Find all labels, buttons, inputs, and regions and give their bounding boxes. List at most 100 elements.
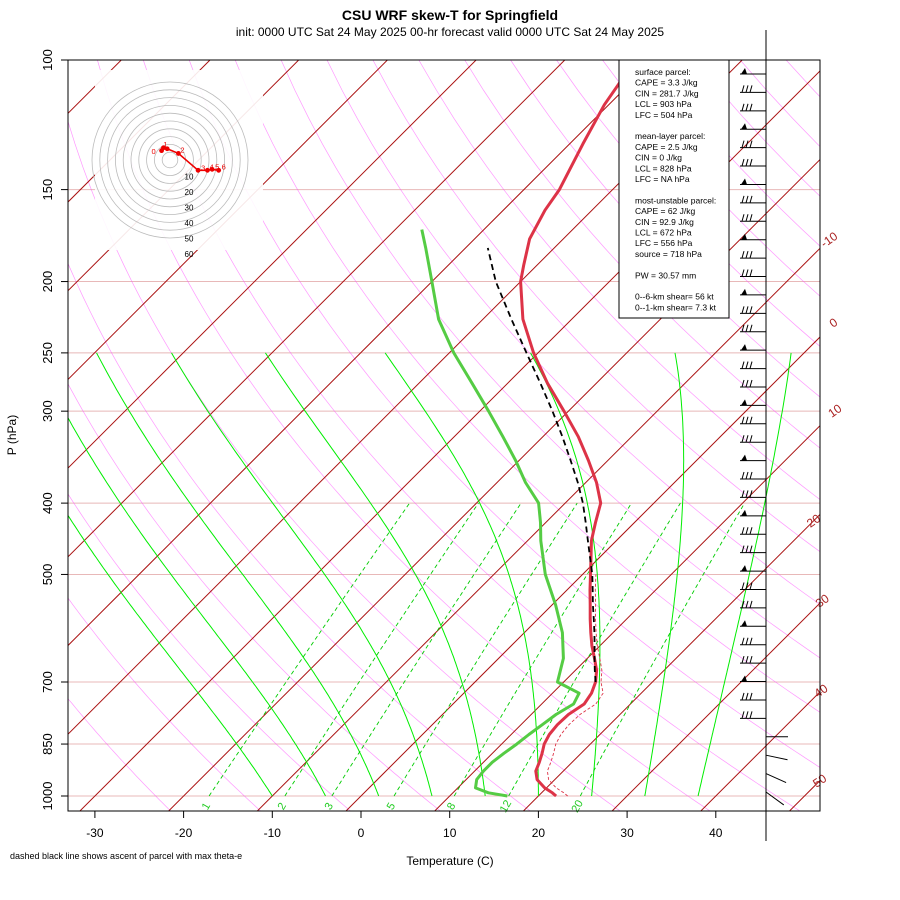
- info-box-line: CIN = 281.7 J/kg: [635, 88, 699, 98]
- wind-barb: [740, 655, 766, 664]
- hodograph-ring-label: 10: [185, 173, 194, 182]
- hodograph-ring: [122, 112, 218, 208]
- wind-barb-feather: [745, 361, 749, 369]
- isotherm-line: [256, 247, 820, 811]
- wind-barb: [740, 344, 766, 351]
- wind-barb: [740, 416, 766, 425]
- moist-adiabat: [68, 416, 326, 797]
- hodograph-point-label: 0: [151, 147, 155, 156]
- wind-barb: [765, 791, 785, 806]
- wind-barb-feather: [745, 490, 749, 498]
- wind-barb: [740, 103, 766, 112]
- mixing-ratio-line: [579, 502, 745, 797]
- wind-barb-feather: [741, 85, 745, 93]
- wind-barb-feather: [741, 250, 745, 259]
- mixing-ratio-label: 5: [385, 801, 398, 812]
- dry-adiabat: [280, 60, 820, 659]
- isotherm-line: [0, 26, 66, 811]
- moist-adiabat: [68, 514, 273, 797]
- wind-barb-feather: [741, 361, 745, 369]
- wind-barb: [740, 288, 766, 296]
- isotherm-line: [68, 60, 655, 647]
- isotherm-line: [68, 60, 477, 469]
- wind-barb-feather: [745, 600, 749, 609]
- dry-adiabat: [739, 60, 820, 148]
- hodograph-point: [161, 145, 166, 151]
- wind-barb-feather: [741, 545, 745, 553]
- wind-barb-feather: [741, 324, 745, 332]
- info-box-line: LFC = NA hPa: [635, 174, 690, 184]
- wind-barb-feather: [745, 269, 749, 277]
- hodograph-point: [195, 167, 201, 173]
- hodograph-point: [209, 166, 215, 172]
- wind-barb: [740, 490, 766, 498]
- isotherm-line: [878, 26, 900, 811]
- wind-barb: [740, 565, 766, 572]
- info-box-line: most-unstable parcel:: [635, 195, 716, 205]
- hodograph-point-label: 6: [222, 162, 226, 171]
- info-box-line: LFC = 556 hPa: [635, 238, 693, 248]
- hodograph-point-label: 5: [215, 162, 219, 171]
- wind-barb-feather: [749, 637, 753, 645]
- hodograph-ring-label: 30: [185, 204, 194, 213]
- x-tick-label: 30: [620, 826, 634, 840]
- wind-barb-feather: [749, 269, 753, 277]
- dry-adiabat: [234, 60, 820, 713]
- hodograph-ring: [99, 89, 241, 231]
- moist-adiabat: [384, 352, 539, 796]
- isotherm-line: [79, 70, 820, 811]
- info-box-line: CIN = 0 J/kg: [635, 153, 682, 163]
- wind-barb: [740, 158, 766, 167]
- dry-adiabat: [68, 262, 531, 811]
- temperature-line: [519, 74, 626, 798]
- hodograph-ring-label: 60: [185, 250, 194, 259]
- wind-barb: [740, 85, 766, 93]
- pressure-tick-label: 300: [40, 400, 55, 422]
- wind-barb-feather: [745, 85, 749, 93]
- wind-barb: [740, 269, 766, 278]
- wind-barb: [740, 324, 766, 333]
- wind-barb-feather: [741, 582, 745, 590]
- wind-barb-feather: [749, 324, 753, 332]
- wind-barb-feather: [741, 158, 745, 167]
- wind-barb-feather: [741, 416, 745, 424]
- dry-adiabat: [418, 60, 820, 501]
- wind-barb-feather: [745, 416, 749, 424]
- hodograph-ring: [91, 81, 249, 239]
- dry-adiabat: [846, 26, 900, 811]
- chart-subtitle: init: 0000 UTC Sat 24 May 2025 00-hr for…: [235, 25, 665, 39]
- wind-barb-feather: [749, 711, 753, 719]
- wind-barb-feather: [745, 582, 749, 590]
- wind-barb: [740, 600, 766, 609]
- dry-adiabat: [68, 698, 172, 811]
- wind-barb-feather: [741, 103, 745, 111]
- info-box-line: source = 718 hPa: [635, 249, 702, 259]
- wind-barb-feather: [741, 471, 745, 480]
- wind-barb-feather: [749, 195, 753, 204]
- wind-barb-flag: [741, 399, 747, 406]
- wind-barb-feather: [745, 324, 749, 332]
- dry-adiabat: [97, 60, 711, 811]
- isotherm-label: -10: [818, 229, 841, 251]
- hodograph-point: [176, 151, 181, 156]
- wind-barb: [740, 582, 766, 590]
- wind-barb-column: [740, 30, 788, 841]
- info-box-line: CAPE = 2.5 J/kg: [635, 142, 698, 152]
- wind-barb: [740, 471, 766, 480]
- x-axis-label: Temperature (C): [406, 854, 494, 868]
- hodograph-point-label: 4: [209, 162, 213, 171]
- info-box-line: LCL = 828 hPa: [635, 163, 692, 173]
- mixing-ratio-line: [208, 502, 410, 797]
- isotherm-label: 10: [825, 401, 844, 420]
- wind-barb-feather: [749, 158, 753, 167]
- x-tick-label: -10: [264, 826, 282, 840]
- wind-barb: [740, 195, 766, 204]
- x-tick-label: 20: [532, 826, 546, 840]
- wind-barb-feather: [745, 637, 749, 645]
- wind-barb-feather: [745, 306, 749, 314]
- wind-barb-flag: [741, 123, 747, 130]
- wind-barb-feather: [745, 655, 749, 664]
- wind-barb-feather: [749, 471, 753, 480]
- dry-adiabat: [68, 597, 262, 811]
